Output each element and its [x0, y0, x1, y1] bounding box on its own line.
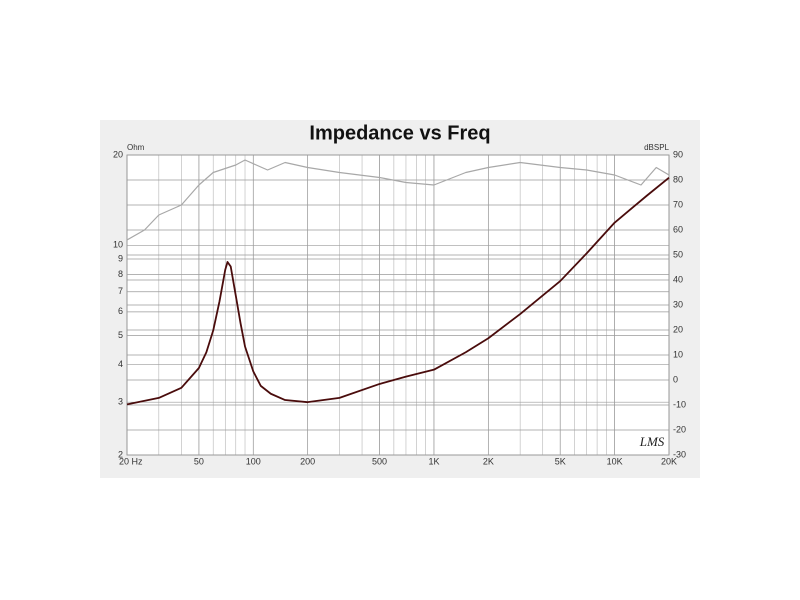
y-tick-label: 7	[118, 286, 123, 296]
y-tick-label: 9	[118, 253, 123, 263]
x-tick-label: 50	[194, 456, 204, 466]
x-tick-label: 10K	[607, 456, 623, 466]
y-tick-label: 3	[118, 397, 123, 407]
series-line	[126, 159, 670, 241]
y2-tick-label: -20	[673, 424, 686, 434]
series-line	[126, 177, 670, 406]
y2-tick-label: 70	[673, 199, 683, 209]
y2-tick-label: 80	[673, 174, 683, 184]
x-tick-label: 500	[372, 456, 387, 466]
y2-tick-label: 30	[673, 299, 683, 309]
y-tick-label: 10	[113, 240, 123, 250]
y-tick-label: 20	[113, 149, 123, 159]
y2-tick-label: 40	[673, 274, 683, 284]
y2-tick-label: 90	[673, 149, 683, 159]
y-axis-label: Ohm	[127, 143, 145, 152]
x-tick-label: 5K	[555, 456, 566, 466]
x-tick-label: 20 Hz	[119, 456, 143, 466]
x-tick-label: 2K	[483, 456, 494, 466]
y-tick-label: 2	[118, 449, 123, 459]
y-tick-label: 8	[118, 269, 123, 279]
y2-tick-label: 60	[673, 224, 683, 234]
y2-axis-label: dBSPL	[644, 143, 669, 152]
x-tick-label: 20K	[661, 456, 677, 466]
annotation: LMS	[639, 434, 665, 449]
x-tick-label: 200	[300, 456, 315, 466]
chart-title: Impedance vs Freq	[309, 122, 490, 144]
y2-tick-label: -30	[673, 449, 686, 459]
y2-tick-label: -10	[673, 399, 686, 409]
y-tick-label: 6	[118, 306, 123, 316]
x-tick-label: 100	[246, 456, 261, 466]
y-tick-label: 4	[118, 359, 123, 369]
y2-tick-label: 10	[673, 349, 683, 359]
y2-tick-label: 50	[673, 249, 683, 259]
y2-tick-label: 20	[673, 324, 683, 334]
y2-tick-label: 0	[673, 374, 678, 384]
y-tick-label: 5	[118, 330, 123, 340]
x-tick-label: 1K	[428, 456, 439, 466]
